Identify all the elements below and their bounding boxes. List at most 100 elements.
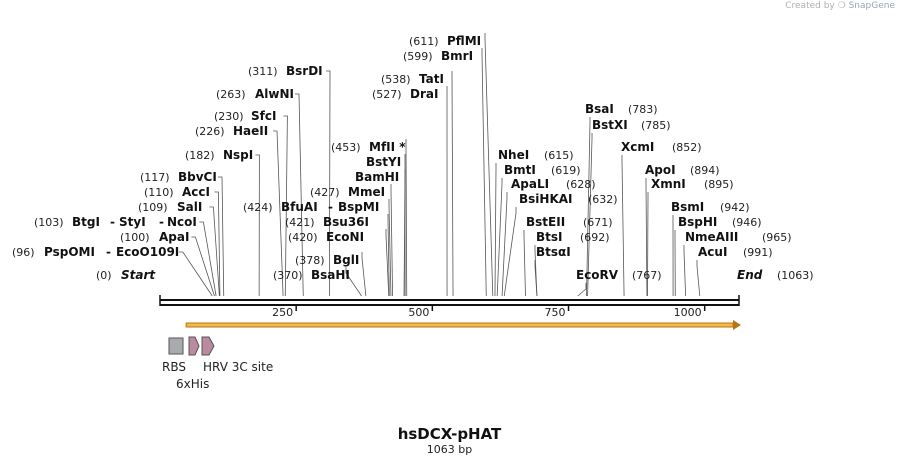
site-leader [255, 154, 260, 297]
site-name: BamHI [355, 170, 399, 184]
site-pos: (628) [566, 178, 596, 191]
site-leader [295, 93, 304, 297]
site-pos: (103) [34, 216, 64, 229]
site-name: ApoI [645, 163, 676, 177]
site-pos: (783) [628, 103, 658, 116]
site-name: BbvCI [178, 170, 217, 184]
site-name: ApaI [159, 230, 189, 244]
site-leader [218, 176, 225, 297]
site-pos: (226) [195, 125, 225, 138]
site-pos: (378) [295, 254, 325, 267]
site-name: BmtI [504, 163, 536, 177]
site-name: BstYI [366, 155, 401, 169]
site-name: XmnI [651, 177, 686, 191]
site-pos: (599) [403, 50, 433, 63]
site-leader [481, 48, 487, 297]
site-name: BglI [333, 253, 359, 267]
plasmid-length: 1063 bp [426, 443, 473, 456]
site-name: MfII * [369, 140, 406, 154]
site-name: BspMI [338, 200, 379, 214]
site-pos: (96) [12, 246, 35, 259]
site-name: StyI [119, 215, 146, 229]
site-name: BsaHI [311, 268, 350, 282]
site-name: SfcI [251, 109, 276, 123]
site-pos: (619) [551, 164, 581, 177]
site-name: BspHI [678, 215, 717, 229]
site-pos: (182) [185, 149, 215, 162]
site-leader [273, 130, 284, 297]
site-leader [385, 229, 390, 297]
site-name: AcuI [698, 245, 727, 259]
site-pos: (946) [732, 216, 762, 229]
credit-prefix: Created by [785, 1, 835, 11]
site-pos: (991) [743, 246, 773, 259]
site-name: BsmI [671, 200, 704, 214]
site-leader [496, 178, 503, 297]
site-name: BsiHKAI [519, 192, 573, 206]
site-name: EcoO109I [116, 245, 179, 259]
site-pos: (767) [632, 269, 662, 282]
site-pos: (692) [580, 231, 610, 244]
site-pos: (427) [310, 186, 340, 199]
ruler-tick-label: 500 [408, 306, 429, 319]
site-name: Bsu36I [323, 215, 369, 229]
site-leader [388, 199, 392, 297]
site-pos: (785) [641, 119, 671, 132]
site-leader [209, 206, 220, 297]
site-leader [191, 236, 215, 297]
hrv3c-feature [201, 336, 215, 356]
site-leader [647, 192, 649, 297]
site-leader [451, 71, 454, 297]
site-name: EcoRV [576, 268, 619, 282]
site-leader [621, 155, 625, 297]
6xhis-label: 6xHis [176, 377, 209, 391]
site-name: BtsI [536, 230, 563, 244]
site-leader [523, 230, 526, 297]
site-pos: (424) [243, 201, 273, 214]
site-name: BfuAI [281, 200, 318, 214]
site-name: PspOMI [44, 245, 95, 259]
ruler-tick-label: 750 [545, 306, 566, 319]
site-leader [326, 70, 331, 297]
ruler-tick-label: 1000 [674, 306, 702, 319]
start-pos: (0) [96, 269, 112, 282]
site-name: BsrDI [286, 64, 323, 78]
site-leader [387, 214, 390, 297]
site-leader [199, 221, 217, 297]
site-leader [577, 283, 587, 297]
site-pos: (263) [216, 88, 246, 101]
site-name: HaeII [233, 124, 268, 138]
ruler: 250 500 750 1000 [272, 305, 706, 319]
site-pos: (110) [144, 186, 174, 199]
site-separator: - [159, 215, 164, 229]
site-labels: (96) PspOMI - EcoO109I(100) ApaI(103) BtgI - St… [12, 34, 792, 282]
site-leader [214, 191, 221, 297]
site-leader [696, 260, 701, 297]
ruler-tick-label: 250 [272, 306, 293, 319]
site-name: EcoNI [326, 230, 364, 244]
site-leader [484, 33, 494, 297]
site-leader [586, 117, 591, 297]
site-name: AccI [182, 185, 210, 199]
site-leader [534, 260, 538, 297]
end-pos: (1063) [777, 269, 814, 282]
site-leader [345, 267, 362, 297]
site-name: BtgI [72, 215, 100, 229]
site-name: NheI [498, 148, 529, 162]
plasmid-name: hsDCX-pHAT [397, 425, 502, 443]
orf-arrowhead [733, 320, 741, 330]
site-name: XcmI [621, 140, 654, 154]
site-leader [405, 139, 408, 297]
site-pos: (671) [583, 216, 613, 229]
site-leader [494, 163, 497, 297]
site-name: NcoI [167, 215, 197, 229]
site-pos: (100) [120, 231, 150, 244]
site-pos: (942) [720, 201, 750, 214]
site-name: BsaI [585, 102, 614, 116]
site-name: BtsαI [536, 245, 571, 259]
site-pos: (420) [288, 231, 318, 244]
site-leader [178, 251, 213, 297]
site-leader [283, 115, 288, 297]
site-pos: (421) [285, 216, 315, 229]
